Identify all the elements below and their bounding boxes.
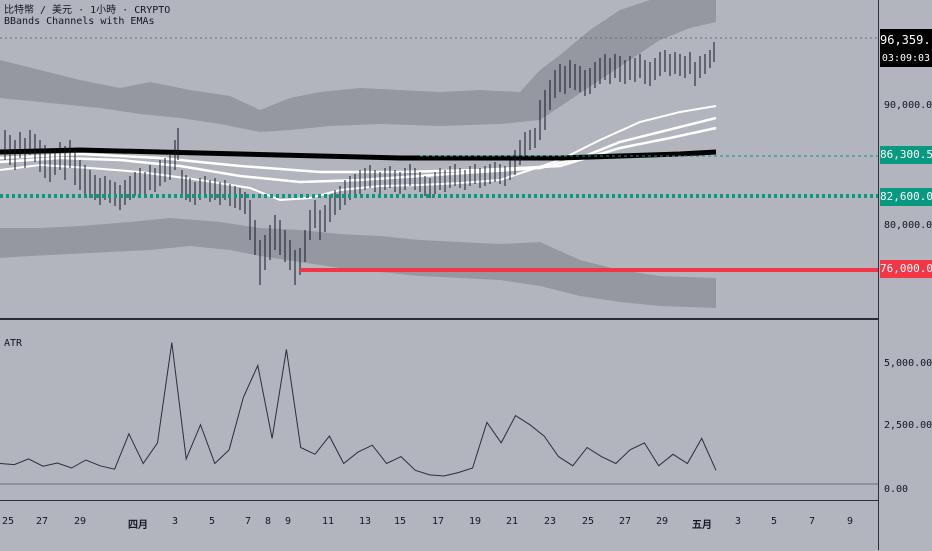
level-label-76000: 76,000.00 [880, 260, 932, 278]
time-tick: 27 [35, 516, 49, 527]
lower-band-channel [0, 218, 716, 308]
indicator-title[interactable]: BBands Channels with EMAs [4, 16, 155, 27]
atr-tick-0: 0.00 [884, 484, 909, 495]
candlesticks [4, 42, 715, 285]
price-tick-90000: 90,000.00 [884, 100, 932, 111]
time-tick: 17 [431, 516, 445, 527]
price-pane[interactable]: 比特幣 / 美元 · 1小時 · CRYPTO BBands Channels … [0, 0, 878, 318]
time-tick: 27 [618, 516, 632, 527]
time-tick: 25 [1, 516, 15, 527]
atr-line [0, 342, 717, 477]
pane-divider[interactable] [0, 318, 932, 320]
time-tick: 9 [846, 516, 854, 527]
atr-tick-5000: 5,000.00 [884, 358, 932, 369]
time-tick: 23 [543, 516, 557, 527]
symbol-title[interactable]: 比特幣 / 美元 · 1小時 · CRYPTO [4, 5, 171, 16]
time-tick: 21 [505, 516, 519, 527]
time-tick: 15 [393, 516, 407, 527]
time-tick: 3 [171, 516, 179, 527]
atr-pane[interactable]: ATR [0, 320, 878, 500]
time-tick: 8 [264, 516, 272, 527]
time-tick: 5 [770, 516, 778, 527]
atr-title[interactable]: ATR [4, 338, 23, 349]
level-label-82600: 82,600.00 [880, 188, 932, 206]
atr-tick-2500: 2,500.00 [884, 420, 932, 431]
price-tick-80000: 80,000.00 [884, 220, 932, 231]
time-tick: 四月 [128, 520, 148, 531]
time-tick: 3 [734, 516, 742, 527]
time-tick: 29 [655, 516, 669, 527]
time-tick: 7 [808, 516, 816, 527]
time-tick: 25 [581, 516, 595, 527]
time-tick: 9 [284, 516, 292, 527]
time-tick: 13 [358, 516, 372, 527]
current-price-label: 96,359.17 [880, 29, 932, 51]
time-tick: 五月 [692, 520, 712, 531]
countdown-label: 03:09:03 [880, 51, 932, 67]
atr-chart-svg[interactable] [0, 320, 878, 500]
time-tick: 11 [321, 516, 335, 527]
time-tick: 5 [208, 516, 216, 527]
time-tick: 29 [73, 516, 87, 527]
level-label-86300: 86,300.50 [880, 146, 932, 164]
time-tick: 19 [468, 516, 482, 527]
upper-band-channel [0, 0, 716, 132]
price-chart-svg[interactable] [0, 0, 878, 318]
time-tick: 7 [244, 516, 252, 527]
ema-long-line [0, 147, 717, 161]
time-axis[interactable] [0, 500, 878, 551]
